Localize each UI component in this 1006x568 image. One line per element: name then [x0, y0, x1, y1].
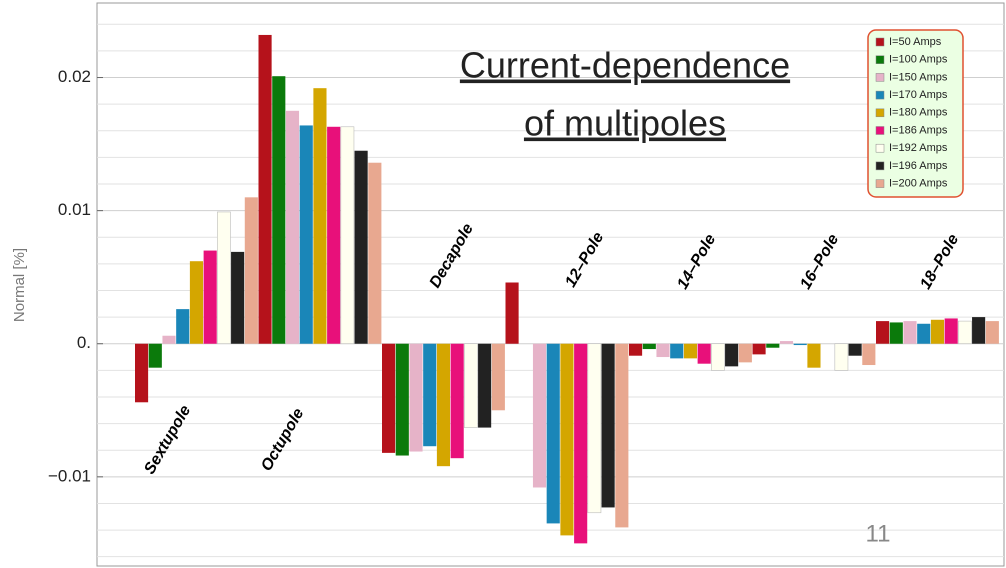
bar	[464, 343, 478, 428]
bar	[436, 343, 451, 467]
legend-swatch	[875, 108, 885, 118]
bar	[244, 197, 258, 344]
bar	[944, 318, 958, 344]
bar	[546, 343, 560, 524]
bar	[491, 343, 505, 411]
bar	[807, 343, 821, 368]
bar	[834, 343, 849, 371]
legend-label: I=100 Amps	[889, 54, 948, 66]
bar	[930, 319, 945, 344]
legend-label: I=150 Amps	[889, 71, 948, 83]
bar	[395, 343, 409, 456]
bar	[450, 343, 464, 459]
bar	[162, 335, 176, 344]
y-tick-label: −0.01	[48, 466, 91, 485]
y-tick-label: 0.02	[58, 67, 91, 86]
bar	[423, 343, 437, 447]
legend-swatch	[875, 37, 885, 47]
bar	[889, 322, 903, 344]
legend-swatch	[875, 143, 885, 153]
title-line: of multipoles	[524, 103, 726, 144]
legend-swatch	[875, 161, 885, 171]
bar	[642, 343, 656, 350]
bar	[272, 76, 286, 344]
legend-swatch	[875, 90, 885, 100]
bar	[354, 150, 368, 344]
bar	[382, 343, 396, 453]
legend-label: I=186 Amps	[889, 124, 948, 136]
bar	[848, 343, 862, 356]
bar	[711, 343, 725, 371]
legend-label: I=180 Amps	[889, 107, 948, 119]
y-tick-label: 0.	[77, 333, 91, 352]
bar	[903, 321, 917, 344]
bar	[285, 110, 300, 344]
bar	[560, 343, 574, 536]
bar	[601, 343, 615, 508]
bar	[779, 341, 794, 344]
legend-label: I=50 Amps	[889, 36, 942, 48]
bar	[725, 343, 739, 367]
bar	[917, 323, 931, 344]
legend-label: I=200 Amps	[889, 178, 948, 190]
bar	[340, 126, 355, 345]
bar	[738, 343, 752, 363]
bar	[752, 343, 766, 355]
y-axis-label: Normal [%]	[11, 248, 28, 322]
bar	[505, 282, 519, 344]
legend-swatch	[875, 126, 885, 135]
y-tick-label: 0.01	[58, 200, 91, 219]
bar	[327, 126, 341, 344]
bar	[697, 343, 711, 364]
legend-swatch	[875, 179, 885, 188]
bar	[615, 343, 629, 528]
bar	[574, 343, 588, 544]
bar	[258, 34, 272, 344]
bar	[683, 343, 698, 359]
bar	[135, 343, 149, 403]
legend-label: I=196 Amps	[889, 160, 948, 172]
bar	[313, 88, 327, 344]
bar	[203, 250, 217, 344]
bar	[862, 343, 876, 366]
bar	[409, 343, 423, 452]
bar	[148, 343, 162, 368]
legend-label: I=192 Amps	[889, 142, 948, 154]
page-number: 11	[866, 520, 891, 547]
legend-box	[867, 29, 964, 198]
legend-swatch	[875, 73, 885, 82]
bar	[532, 343, 547, 488]
title-line: Current-dependence	[460, 45, 790, 86]
bar	[478, 343, 492, 428]
bar	[670, 343, 684, 359]
bar	[189, 261, 204, 344]
bar	[368, 162, 382, 344]
legend-swatch	[875, 55, 885, 64]
bar	[766, 343, 780, 348]
legend-label: I=170 Amps	[889, 89, 948, 101]
bar	[176, 309, 190, 344]
bar	[587, 343, 602, 514]
bar	[876, 321, 890, 344]
bar	[985, 321, 999, 344]
bar	[217, 211, 231, 345]
bar	[972, 317, 986, 344]
bar	[793, 343, 807, 346]
bar	[299, 125, 313, 344]
bar	[231, 251, 245, 344]
bar	[656, 343, 670, 358]
bar	[629, 343, 643, 356]
bar	[958, 320, 972, 345]
